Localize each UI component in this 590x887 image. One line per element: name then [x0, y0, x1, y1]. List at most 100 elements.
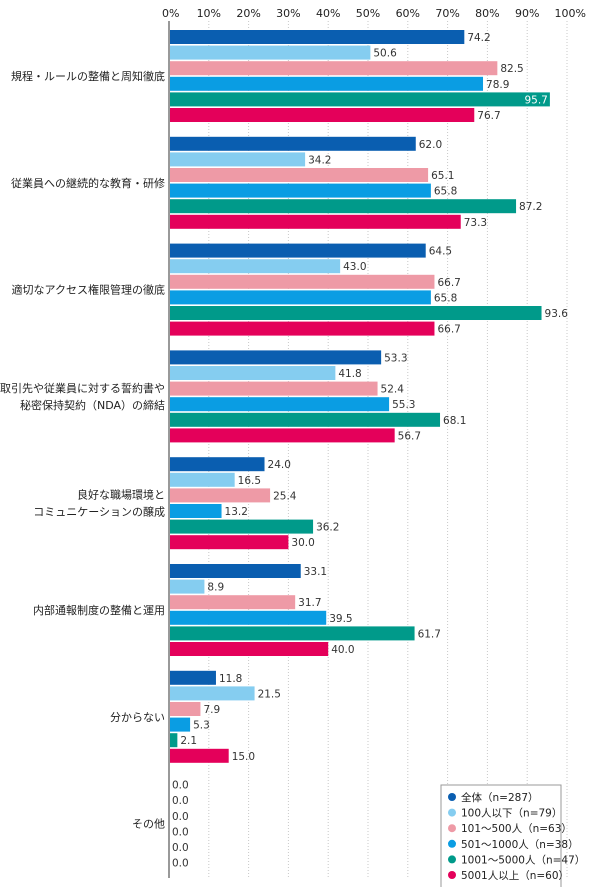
category-labels: 規程・ルールの整備と周知徹底従業員への継続的な教育・研修適切なアクセス権限管理の… [0, 69, 165, 831]
value-label: 16.5 [238, 475, 261, 487]
value-label: 52.4 [381, 384, 405, 396]
value-label: 62.0 [419, 139, 442, 151]
x-tick-label: 90% [515, 7, 539, 20]
value-label: 87.2 [519, 201, 542, 213]
bar [170, 472, 235, 487]
bar [170, 748, 229, 763]
x-tick-label: 70% [435, 7, 459, 20]
legend-marker [448, 824, 456, 833]
bar [170, 350, 382, 365]
value-label: 0.0 [172, 780, 189, 792]
category-label-line: 適切なアクセス権限管理の徹底 [12, 283, 165, 297]
category-label-line: 従業員への継続的な教育・研修 [11, 176, 165, 190]
value-label: 65.1 [431, 170, 454, 182]
category-label: 適切なアクセス権限管理の徹底 [12, 283, 165, 297]
value-label: 0.0 [172, 826, 189, 838]
bar [170, 274, 435, 289]
bar [170, 290, 431, 305]
legend-label: 101～500人（n=63） [461, 823, 572, 835]
x-tick-label: 100% [555, 7, 586, 20]
category-label-line: 内部通報制度の整備と運用 [33, 603, 165, 617]
bar [170, 152, 306, 167]
bar [170, 397, 390, 412]
category-label: 分からない [110, 711, 165, 724]
value-label: 0.0 [172, 811, 189, 823]
value-label: 5.3 [193, 720, 210, 732]
x-tick-label: 0% [162, 7, 179, 20]
bar [170, 519, 314, 534]
legend-label: 全体（n=287） [461, 791, 539, 804]
value-label: 76.7 [477, 110, 500, 122]
bar [170, 76, 484, 91]
bar [170, 306, 542, 320]
value-label: 15.0 [232, 751, 255, 763]
bar [170, 45, 371, 60]
value-labels: 74.2 50.6 82.5 78.9 95.7 76.7 62.0 34.2 65.1 65.8… [172, 32, 568, 870]
bar [170, 136, 416, 151]
category-label: 規程・ルールの整備と周知徹底 [11, 69, 165, 83]
x-tick-label: 60% [396, 7, 420, 20]
bar [170, 733, 178, 748]
legend-marker [448, 808, 456, 817]
bar [170, 457, 265, 472]
value-label: 95.7 [524, 94, 547, 106]
value-label: 82.5 [500, 63, 523, 75]
bar [170, 595, 296, 610]
x-tick-label: 10% [197, 7, 221, 20]
value-label: 74.2 [467, 32, 490, 44]
bar [170, 321, 435, 336]
category-label: 内部通報制度の整備と運用 [33, 603, 165, 617]
value-label: 25.4 [273, 490, 297, 502]
legend-label: 1001～5000人（n=47） [461, 854, 585, 866]
value-label: 34.2 [308, 154, 331, 166]
x-tick-label: 20% [236, 7, 260, 20]
value-label: 73.3 [464, 217, 487, 229]
value-label: 21.5 [258, 688, 281, 700]
legend-label: 100人以下（n=79） [461, 808, 562, 820]
bar [170, 61, 498, 76]
value-label: 8.9 [207, 582, 224, 594]
bar [170, 717, 191, 732]
legend-marker [448, 793, 456, 801]
legend-label: 501～1000人（n=38） [461, 839, 579, 851]
value-label: 65.8 [434, 186, 457, 198]
category-label-line: その他 [132, 818, 165, 831]
bars [170, 30, 550, 763]
value-label: 36.2 [316, 522, 339, 534]
value-label: 40.0 [331, 644, 354, 656]
legend-label: 5001人以上（n=60） [461, 870, 569, 882]
bar [170, 535, 289, 550]
value-label: 39.5 [329, 613, 352, 625]
value-label: 56.7 [398, 430, 421, 442]
value-label: 31.7 [298, 597, 321, 609]
bar [170, 243, 426, 258]
bar [170, 610, 327, 625]
x-tick-label: 80% [475, 7, 499, 20]
value-label: 53.3 [384, 352, 407, 364]
bar [170, 686, 255, 701]
bar [170, 412, 441, 427]
category-label-line: 分からない [110, 711, 165, 724]
value-label: 93.6 [545, 308, 569, 320]
bar [170, 366, 336, 380]
bar [170, 381, 378, 396]
legend: 全体（n=287） 100人以下（n=79） 101～500人（n=63） 501～1… [440, 784, 585, 887]
bar [170, 428, 395, 443]
bar [170, 642, 329, 656]
bar [170, 183, 431, 198]
category-label-line: 良好な職場環境と [77, 488, 165, 502]
value-label: 43.0 [343, 261, 366, 273]
grid-lines [168, 21, 568, 878]
bar [170, 92, 550, 107]
bar [170, 564, 301, 578]
value-label: 66.7 [437, 277, 460, 289]
bar [170, 626, 415, 641]
x-tick-label: 30% [276, 7, 300, 20]
category-label: 良好な職場環境とコミュニケーションの醸成 [33, 488, 165, 519]
x-tick-label: 40% [316, 7, 340, 20]
value-label: 68.1 [443, 415, 466, 427]
value-label: 33.1 [304, 566, 327, 578]
value-label: 24.0 [268, 459, 291, 471]
value-label: 13.2 [225, 506, 248, 518]
legend-marker [448, 855, 456, 864]
